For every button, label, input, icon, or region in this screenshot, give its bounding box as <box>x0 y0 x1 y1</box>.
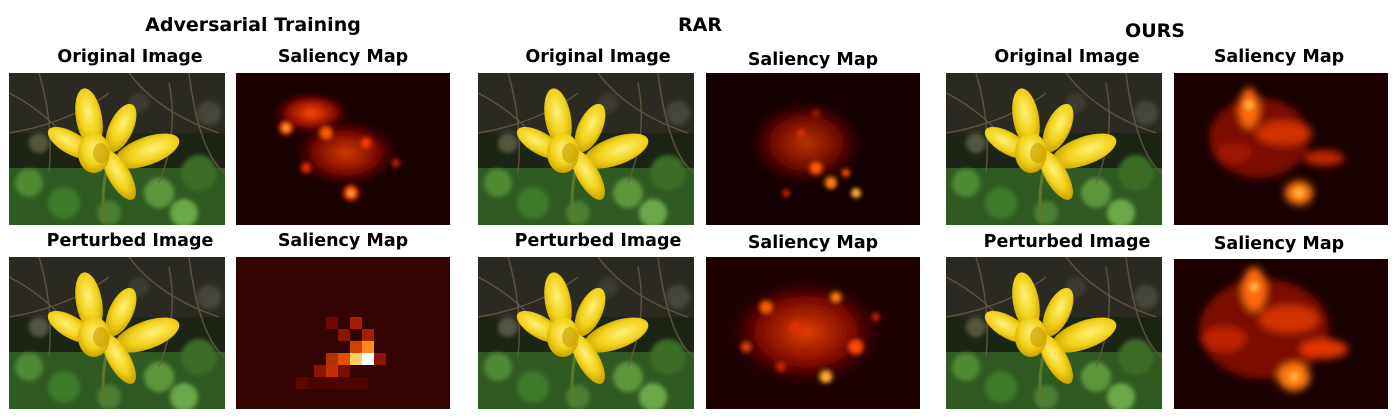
label-rar-saliency-map-perturbed: Saliency Map <box>747 233 879 253</box>
photo-ours-original <box>946 73 1162 225</box>
photo-ours-perturbed <box>946 257 1162 409</box>
label-ours-perturbed-image: Perturbed Image <box>983 232 1151 252</box>
saliency-ours-perturbed <box>1174 259 1388 409</box>
photo-at-perturbed <box>9 257 225 409</box>
photo-rar-perturbed <box>478 257 694 409</box>
label-at-saliency-map-original: Saliency Map <box>277 47 409 67</box>
saliency-at-original <box>236 73 450 225</box>
saliency-ours-original <box>1174 73 1388 225</box>
group-title-adversarial-training: Adversarial Training <box>145 14 361 36</box>
photo-rar-original <box>478 73 694 225</box>
group-title-rar: RAR <box>678 14 722 36</box>
label-rar-original-image: Original Image <box>525 47 671 67</box>
label-at-saliency-map-perturbed: Saliency Map <box>277 231 409 251</box>
saliency-at-perturbed <box>236 257 450 409</box>
label-ours-original-image: Original Image <box>994 47 1140 67</box>
group-title-ours: OURS <box>1125 20 1185 42</box>
label-ours-saliency-map-perturbed: Saliency Map <box>1213 234 1345 254</box>
label-at-perturbed-image: Perturbed Image <box>46 231 214 251</box>
label-rar-saliency-map-original: Saliency Map <box>747 50 879 70</box>
photo-at-original <box>9 73 225 225</box>
label-ours-saliency-map-original: Saliency Map <box>1213 47 1345 67</box>
saliency-rar-perturbed <box>706 257 920 409</box>
label-rar-perturbed-image: Perturbed Image <box>514 231 682 251</box>
saliency-rar-original <box>706 73 920 225</box>
label-at-original-image: Original Image <box>57 47 203 67</box>
